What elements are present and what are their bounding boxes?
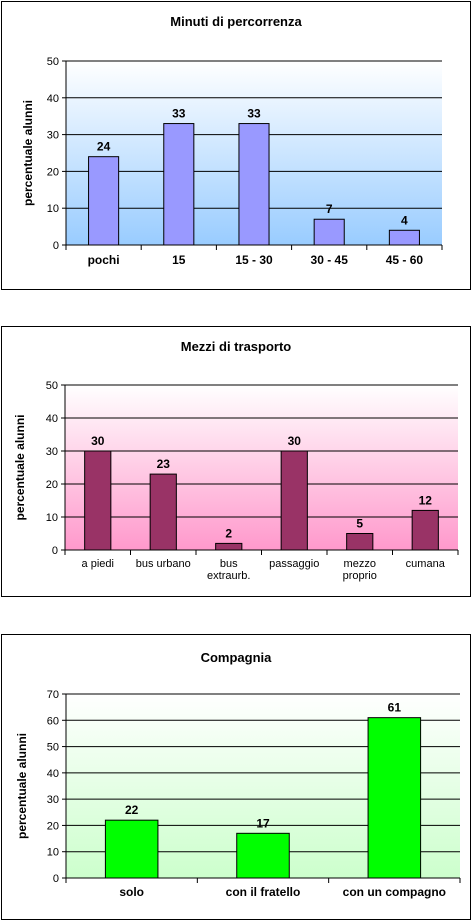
mezzi-bar — [84, 450, 112, 551]
minuti-data-label: 24 — [97, 140, 111, 154]
minuti-category-label: 45 - 60 — [386, 253, 424, 267]
compagnia-chart-svg: Compagnia 0 10 20 30 40 50 60 70 percentuale alun… — [15, 650, 461, 899]
mezzi-y-tick-label: 30 — [46, 446, 58, 458]
minuti-y-tick-label: 0 — [53, 240, 59, 252]
compagnia-y-tick-label: 30 — [47, 794, 59, 806]
minuti-bar — [313, 218, 345, 246]
minuti-bar — [388, 229, 420, 246]
mezzi-data-label: 30 — [288, 434, 302, 448]
minuti-y-tick-label: 50 — [47, 56, 59, 68]
mezzi-category-label: bus extraurb. — [207, 558, 250, 582]
compagnia-y-tick-label: 50 — [47, 742, 59, 754]
mezzi-y-tick-label: 20 — [46, 479, 58, 491]
minuti-data-label: 33 — [247, 107, 261, 121]
minuti-bar — [238, 123, 270, 246]
minuti-category-label: 15 - 30 — [235, 253, 273, 267]
mezzi-bar — [215, 542, 243, 551]
minuti-category-label: 30 - 45 — [311, 253, 349, 267]
mezzi-bar — [280, 450, 308, 551]
minuti-y-tick-label: 40 — [47, 93, 59, 105]
minuti-chart-title: Minuti di percorrenza — [170, 14, 302, 29]
minuti-y-tick-label: 30 — [47, 130, 59, 142]
mezzi-bar — [411, 509, 439, 551]
compagnia-y-tick-label: 10 — [47, 847, 59, 859]
minuti-y-tick-label: 10 — [47, 203, 59, 215]
mezzi-chart-title: Mezzi di trasporto — [181, 339, 292, 354]
mezzi-data-label: 23 — [157, 457, 171, 471]
compagnia-data-label: 17 — [256, 816, 270, 830]
mezzi-category-label: mezzo proprio — [343, 558, 377, 582]
minuti-data-label: 33 — [172, 107, 186, 121]
mezzi-category-label: passaggio — [269, 558, 319, 570]
mezzi-category-label: bus urbano — [136, 558, 191, 570]
compagnia-y-tick-label: 70 — [47, 689, 59, 701]
mezzi-chart-svg: Mezzi di trasporto 0 10 20 30 40 50 percentuale… — [13, 339, 459, 582]
minuti-category-label: 15 — [172, 253, 186, 267]
mezzi-y-tick-label: 50 — [46, 380, 58, 392]
mezzi-data-label: 12 — [419, 493, 433, 507]
mezzi-plot-area — [65, 385, 458, 550]
compagnia-bar — [236, 832, 290, 879]
minuti-chart-svg: Minuti di percorrenza 0 10 20 30 40 50 percentu… — [21, 14, 443, 267]
minuti-bar — [163, 123, 195, 246]
compagnia-y-tick-label: 60 — [47, 715, 59, 727]
mezzi-data-label: 5 — [356, 517, 363, 531]
compagnia-bar — [367, 717, 422, 879]
compagnia-category-label: con il fratello — [226, 885, 301, 899]
compagnia-bar — [104, 819, 159, 879]
mezzi-y-tick-label: 40 — [46, 413, 58, 425]
mezzi-category-label: cumana — [406, 558, 446, 570]
mezzi-category-label: a piedi — [82, 558, 114, 570]
chart-panel-mezzi: Mezzi di trasporto 0 10 20 30 40 50 percentuale… — [1, 326, 471, 597]
mezzi-bar — [149, 473, 177, 551]
mezzi-y-tick-label: 0 — [52, 545, 58, 557]
compagnia-y-axis-label: percentuale alunni — [15, 733, 29, 839]
compagnia-category-label: solo — [119, 885, 144, 899]
mezzi-bar — [346, 533, 374, 551]
minuti-data-label: 4 — [401, 213, 408, 227]
mezzi-data-label: 30 — [91, 434, 105, 448]
compagnia-data-label: 61 — [388, 701, 402, 715]
compagnia-category-label: con un compagno — [343, 885, 446, 899]
minuti-bar — [88, 156, 120, 246]
mezzi-y-tick-label: 10 — [46, 512, 58, 524]
compagnia-data-label: 22 — [125, 803, 139, 817]
chart-panel-compagnia: Compagnia 0 10 20 30 40 50 60 70 percentuale alun… — [1, 634, 471, 920]
compagnia-y-tick-label: 0 — [53, 873, 59, 885]
compagnia-chart-title: Compagnia — [201, 650, 273, 665]
minuti-data-label: 7 — [326, 202, 333, 216]
minuti-y-tick-label: 20 — [47, 166, 59, 178]
compagnia-y-tick-label: 40 — [47, 768, 59, 780]
minuti-category-label: pochi — [88, 253, 120, 267]
minuti-y-axis-label: percentuale alunni — [21, 100, 35, 206]
mezzi-y-axis-label: percentuale alunni — [13, 414, 27, 520]
chart-panel-minuti: Minuti di percorrenza 0 10 20 30 40 50 percentu… — [1, 1, 471, 290]
compagnia-y-tick-label: 20 — [47, 820, 59, 832]
mezzi-data-label: 2 — [225, 526, 232, 540]
